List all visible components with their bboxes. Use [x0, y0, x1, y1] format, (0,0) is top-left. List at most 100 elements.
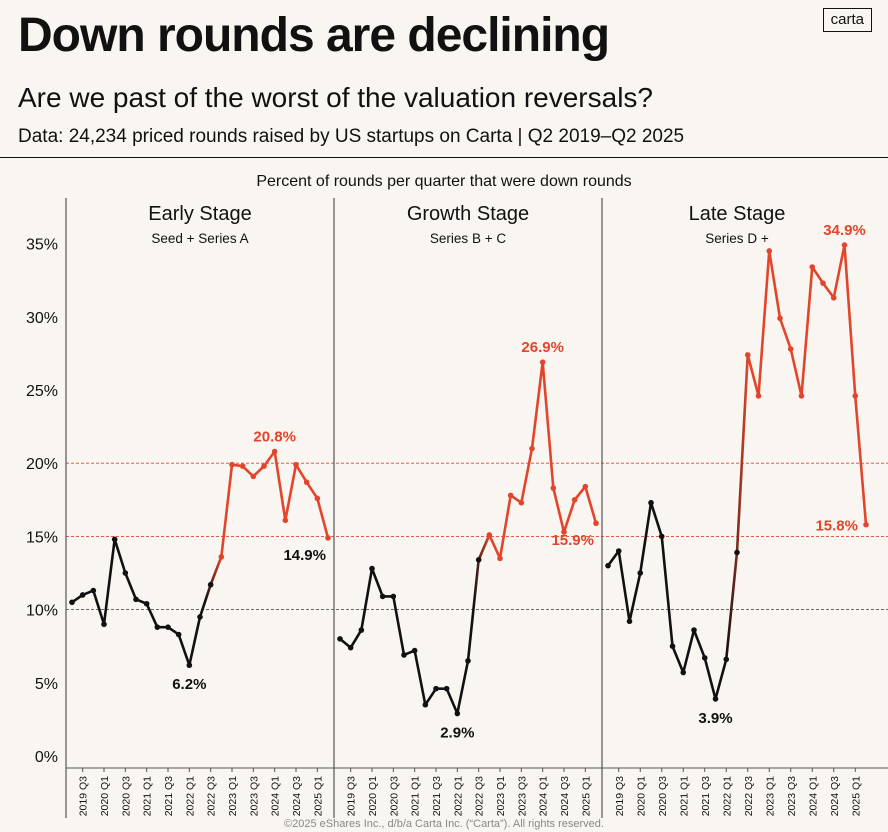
- data-point: [605, 562, 611, 569]
- data-point: [571, 497, 578, 503]
- data-point: [165, 624, 171, 630]
- panel-subtitle: Series B + C: [430, 231, 506, 246]
- data-point: [101, 621, 107, 628]
- data-point: [701, 655, 708, 661]
- y-tick-label: 25%: [26, 383, 58, 400]
- x-tick-label: 2021 Q3: [163, 776, 175, 816]
- data-point: [347, 644, 354, 651]
- carta-logo: carta: [822, 8, 872, 32]
- x-tick-label: 2019 Q3: [346, 776, 358, 816]
- header-divider: [0, 157, 888, 158]
- x-tick-label: 2024 Q1: [270, 776, 282, 816]
- y-tick-label: 30%: [26, 310, 58, 327]
- y-tick-label: 35%: [26, 237, 58, 254]
- data-point: [358, 627, 365, 633]
- chart-subtitle: Are we past of the worst of the valuatio…: [18, 82, 653, 113]
- small-multiples-line-chart: Percent of rounds per quarter that were …: [26, 173, 888, 818]
- data-point: [411, 647, 418, 654]
- data-point: [401, 652, 407, 658]
- data-label: 20.8%: [253, 428, 296, 445]
- copyright-footer: ©2025 eShares Inc., d/b/a Carta Inc. (“C…: [284, 818, 604, 830]
- data-point: [497, 555, 503, 562]
- x-tick-label: 2025 Q1: [580, 776, 592, 816]
- chart-title: Down rounds are declining: [18, 9, 610, 62]
- x-tick-label: 2022 Q3: [474, 776, 486, 816]
- x-tick-label: 2021 Q1: [678, 776, 690, 816]
- data-point: [593, 520, 599, 527]
- data-point: [303, 479, 310, 486]
- x-tick-label: 2021 Q3: [431, 776, 443, 816]
- x-tick-label: 2022 Q1: [184, 776, 196, 816]
- data-point: [863, 521, 869, 528]
- x-tick-label: 2019 Q3: [614, 776, 626, 816]
- data-point: [658, 533, 665, 540]
- data-point: [723, 656, 730, 663]
- data-point: [207, 581, 214, 588]
- data-label: 15.8%: [815, 518, 858, 535]
- data-point: [337, 636, 343, 642]
- data-point: [691, 627, 697, 633]
- data-point: [218, 554, 225, 560]
- data-point: [755, 393, 762, 399]
- data-point: [239, 463, 246, 469]
- x-tick-label: 2021 Q3: [700, 776, 712, 816]
- data-point: [175, 631, 182, 638]
- data-point: [486, 532, 493, 538]
- data-label: 14.9%: [283, 547, 326, 564]
- data-point: [261, 463, 267, 469]
- data-point: [122, 570, 129, 576]
- x-tick-label: 2024 Q3: [291, 776, 303, 816]
- x-tick-label: 2022 Q3: [206, 776, 218, 816]
- data-point: [529, 445, 535, 452]
- x-tick-label: 2023 Q1: [495, 776, 507, 816]
- panel-subtitle: Seed + Series A: [151, 231, 248, 246]
- data-point: [550, 485, 557, 491]
- x-tick-label: 2022 Q1: [721, 776, 733, 816]
- panel-title: Early Stage: [148, 203, 251, 225]
- data-point: [465, 658, 471, 664]
- data-point: [830, 294, 837, 301]
- x-tick-label: 2020 Q3: [657, 776, 669, 816]
- data-point: [561, 529, 567, 535]
- x-tick-label: 2020 Q1: [367, 776, 379, 816]
- data-point: [369, 565, 375, 572]
- data-point: [777, 315, 783, 322]
- y-tick-label: 10%: [26, 603, 58, 620]
- data-label: 6.2%: [172, 676, 206, 693]
- data-point: [390, 593, 397, 600]
- x-tick-label: 2019 Q3: [78, 776, 90, 816]
- data-point: [143, 600, 150, 607]
- data-point: [582, 483, 589, 490]
- x-tick-label: 2021 Q1: [410, 776, 422, 816]
- x-tick-label: 2025 Q1: [850, 776, 862, 816]
- data-point: [186, 662, 193, 669]
- x-tick-label: 2023 Q3: [248, 776, 260, 816]
- x-tick-label: 2024 Q3: [559, 776, 571, 816]
- y-tick-label: 5%: [35, 676, 58, 693]
- data-point: [111, 536, 118, 543]
- x-tick-label: 2024 Q3: [829, 776, 841, 816]
- data-point: [669, 643, 676, 649]
- data-point: [433, 685, 439, 692]
- x-tick-label: 2020 Q3: [388, 776, 400, 816]
- chart-inner-title: Percent of rounds per quarter that were …: [256, 173, 631, 190]
- data-point: [766, 248, 773, 254]
- data-point: [744, 352, 751, 358]
- data-point: [680, 669, 687, 676]
- x-tick-label: 2021 Q1: [142, 776, 154, 816]
- x-tick-label: 2020 Q1: [635, 776, 647, 816]
- data-point: [734, 549, 740, 556]
- x-tick-label: 2025 Q1: [312, 776, 324, 816]
- series-line-2: [606, 243, 868, 701]
- data-point: [809, 264, 816, 270]
- y-tick-label: 15%: [26, 529, 58, 546]
- x-tick-label: 2024 Q1: [538, 776, 550, 816]
- data-point: [282, 517, 289, 524]
- data-point: [325, 535, 331, 541]
- data-point: [69, 599, 75, 606]
- y-tick-label: 0%: [35, 749, 58, 766]
- panel-subtitle: Series D +: [705, 231, 769, 246]
- data-point: [454, 710, 461, 717]
- x-tick-label: 2023 Q3: [786, 776, 798, 816]
- y-tick-label: 20%: [26, 456, 58, 473]
